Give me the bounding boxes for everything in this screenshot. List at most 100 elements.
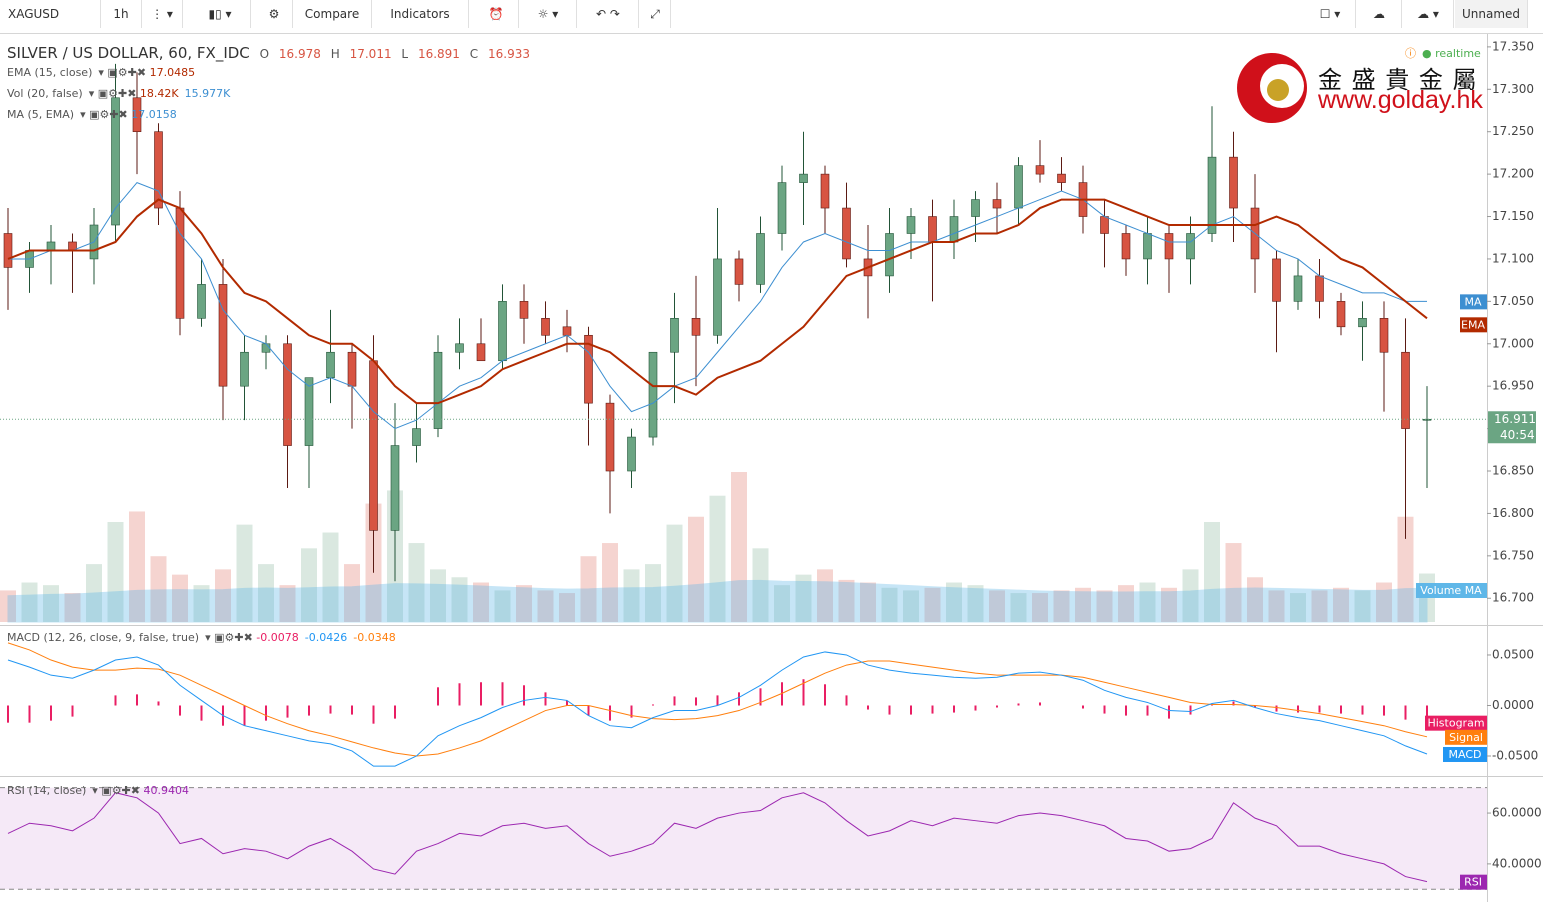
- load-button[interactable]: ☁: [1357, 0, 1402, 28]
- volume-bar: [967, 585, 984, 622]
- candle-body: [1422, 418, 1432, 421]
- toolbar: XAGUSD 1h ⋮ ▾ ▮▯ ▾ ⚙ Compare Indicators …: [0, 0, 1543, 34]
- volume-bar: [1397, 516, 1414, 622]
- candle-body: [734, 258, 744, 285]
- candle-body: [218, 284, 228, 387]
- candle-body: [627, 436, 636, 472]
- candle-body: [1100, 216, 1109, 234]
- volume-bar: [215, 569, 231, 622]
- volume-bar: [1182, 569, 1199, 622]
- candle-body: [476, 343, 486, 362]
- ideas-button[interactable]: ☼ ▾: [520, 0, 577, 28]
- volume-bar: [494, 590, 511, 622]
- volume-bar: [838, 579, 855, 622]
- candle-body: [713, 258, 722, 336]
- line: [7, 651, 1428, 767]
- study-value: -0.0348: [353, 631, 396, 644]
- candle-body: [562, 326, 572, 336]
- candle-body: [777, 182, 787, 234]
- alert-button[interactable]: ⏰: [474, 0, 519, 28]
- candle-body: [1336, 301, 1346, 328]
- volume-bar: [903, 590, 919, 622]
- y-tick-label: -0.0500: [1492, 749, 1538, 763]
- ohlc-key: O: [259, 47, 270, 61]
- study-legend: EMA (15, close) ▾ ▣⚙✚✖ 17.0485: [7, 66, 196, 79]
- badge: [1445, 729, 1487, 745]
- y-tick-label: 16.750: [1492, 548, 1534, 562]
- ohlc-key: L: [401, 47, 409, 61]
- volume-bar: [451, 577, 468, 622]
- candle-body: [885, 233, 894, 277]
- y-tick-label: 60.0000: [1492, 806, 1542, 820]
- volume-bar: [86, 564, 102, 622]
- candle-body: [132, 97, 142, 133]
- ohlc-key: H: [330, 47, 340, 61]
- line: [7, 642, 1428, 757]
- volume-bar: [580, 556, 597, 622]
- candle-body: [1379, 318, 1389, 353]
- volume-bar: [795, 574, 812, 622]
- volume-bar: [881, 587, 898, 622]
- volume-bar: [924, 587, 941, 622]
- badge-label: MACD: [1449, 748, 1482, 761]
- badge-label: Signal: [1449, 731, 1483, 744]
- volume-bar: [1139, 582, 1156, 622]
- volume-bar: [709, 495, 726, 622]
- volume-bar: [989, 590, 1005, 622]
- candle-body: [154, 131, 163, 209]
- y-tick-label: 0.0000: [1492, 698, 1534, 712]
- volume-bar: [946, 582, 962, 622]
- ohlc-key: C: [469, 47, 479, 61]
- study-name: MA (5, EMA): [7, 108, 75, 121]
- color-button[interactable]: ☐ ▾: [1305, 0, 1356, 28]
- volume-bar: [623, 569, 640, 622]
- undo-redo[interactable]: ↶ ↷: [578, 0, 639, 28]
- badge: [1460, 874, 1487, 890]
- layout-name[interactable]: Unnamed: [1455, 0, 1528, 28]
- fullscreen-button[interactable]: ⤢: [640, 0, 671, 28]
- candle-body: [197, 284, 206, 319]
- candle-body: [691, 318, 701, 336]
- badge: [1416, 583, 1487, 598]
- candle-body: [519, 301, 529, 319]
- candle-body: [1293, 275, 1303, 302]
- volume-bar: [1010, 593, 1027, 622]
- rsi-band: [0, 787, 1487, 890]
- candle-body: [111, 97, 120, 226]
- volume-ma: [7, 579, 1428, 623]
- y-tick-label: 17.350: [1492, 39, 1534, 53]
- interval-button[interactable]: 1h: [101, 0, 142, 28]
- chart-style-button[interactable]: ▮▯ ▾: [190, 0, 251, 28]
- volume-bar: [1096, 590, 1113, 622]
- volume-bar: [1118, 585, 1134, 622]
- volume-bar: [537, 590, 554, 622]
- indicators-button[interactable]: Indicators: [372, 0, 469, 28]
- candle-body: [949, 216, 959, 243]
- ohlc-value: 17.011: [349, 47, 392, 61]
- countdown: 40:54: [1500, 428, 1535, 442]
- badge-label: EMA: [1461, 318, 1485, 331]
- candle-body: [756, 233, 765, 285]
- candle-body: [1186, 233, 1195, 260]
- settings-button[interactable]: ⚙: [256, 0, 293, 28]
- volume-bar: [1161, 587, 1177, 622]
- y-tick-label: 40.0000: [1492, 856, 1542, 870]
- compare-button[interactable]: Compare: [293, 0, 372, 28]
- status: realtime: [1435, 47, 1481, 60]
- candle-body: [1014, 165, 1023, 209]
- study-legend: MACD (12, 26, close, 9, false, true) ▾ ▣⚙…: [7, 631, 396, 644]
- badge-label: MA: [1464, 295, 1481, 308]
- symbol-input[interactable]: XAGUSD: [0, 0, 101, 28]
- study-name: RSI (14, close): [7, 784, 87, 797]
- last-price-box: [1488, 411, 1536, 444]
- line: [7, 198, 1428, 405]
- y-tick-label: 16.950: [1492, 379, 1534, 393]
- study-value: -0.0426: [304, 631, 348, 644]
- volume-bar: [817, 569, 833, 622]
- volume-bar: [430, 569, 446, 622]
- interval-menu[interactable]: ⋮ ▾: [142, 0, 183, 28]
- title: SILVER / US DOLLAR, 60, FX_IDC: [7, 44, 250, 62]
- y-tick-label: 17.300: [1492, 82, 1534, 96]
- save-button[interactable]: ☁ ▾: [1403, 0, 1454, 28]
